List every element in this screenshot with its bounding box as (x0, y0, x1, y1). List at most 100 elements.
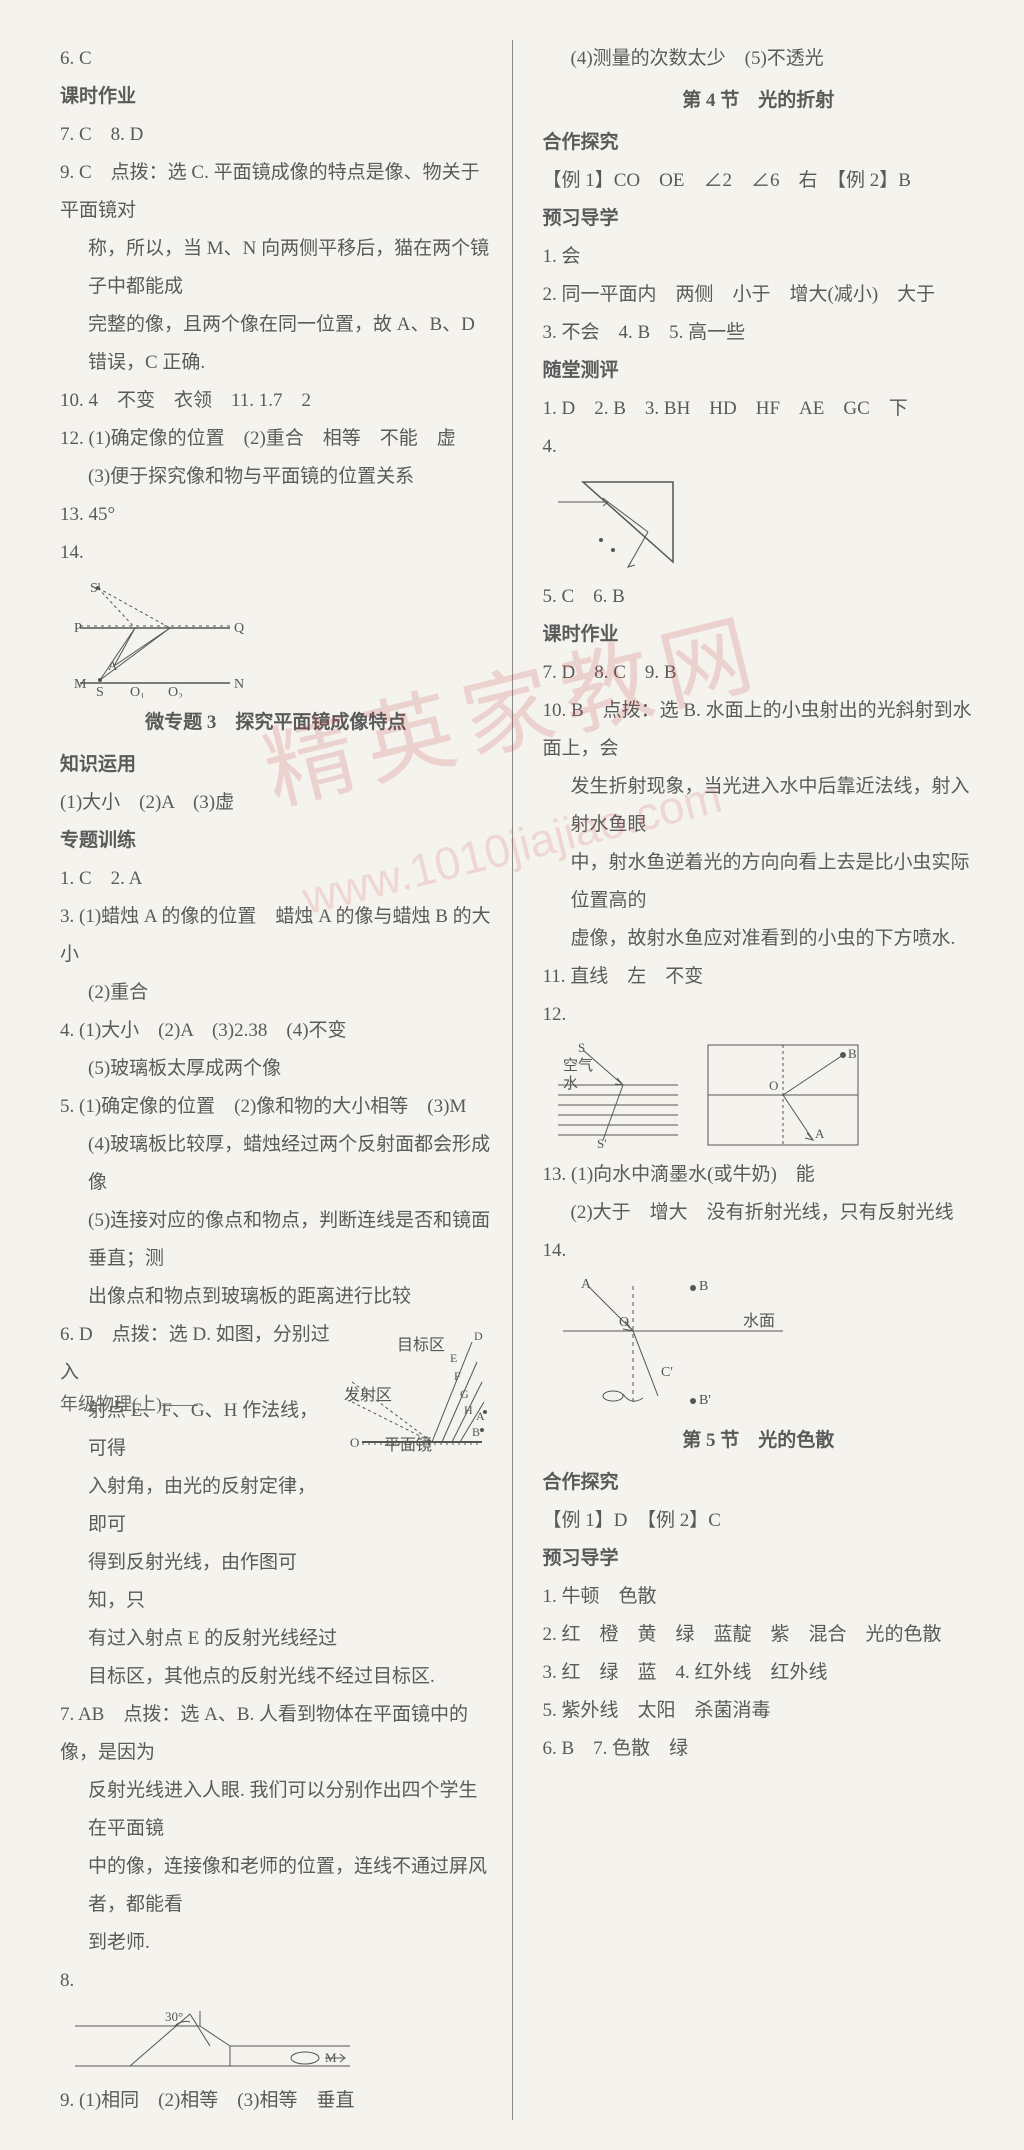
svg-text:N: N (234, 677, 244, 692)
svg-text:S: S (578, 1040, 585, 1055)
svg-text:E: E (450, 1351, 457, 1365)
section-title: 第 4 节 光的折射 (543, 82, 975, 120)
svg-text:O₁: O₁ (130, 685, 145, 698)
answer-line: 7. D 8. C 9. B (543, 654, 975, 692)
answer-line: 到老师. (60, 1924, 492, 1962)
svg-text:A: A (476, 1409, 485, 1423)
svg-text:F: F (454, 1369, 461, 1383)
answer-line: 7. AB 点拨：选 A、B. 人看到物体在平面镜中的像，是因为 (60, 1696, 492, 1772)
answer-line: 3. 红 绿 蓝 4. 红外线 红外线 (543, 1654, 975, 1692)
answer-line: 6. D 点拨：选 D. 如图，分别过入 (60, 1316, 334, 1392)
answer-line: 13. (1)向水中滴墨水(或牛奶) 能 (543, 1156, 975, 1194)
svg-text:O₂: O₂ (168, 685, 183, 698)
answer-line: 出像点和物点到玻璃板的距离进行比较 (60, 1278, 492, 1316)
right-column: (4)测量的次数太少 (5)不透光 第 4 节 光的折射 合作探究 【例 1】C… (513, 40, 975, 2120)
answer-line: 3. 不会 4. B 5. 高一些 (543, 314, 975, 352)
answer-line: 5. C 6. B (543, 578, 975, 616)
answer-line: 完整的像，且两个像在同一位置，故 A、B、D 错误，C 正确. (60, 306, 492, 382)
answer-line: 10. 4 不变 衣领 11. 1.7 2 (60, 382, 492, 420)
heading-kszy: 课时作业 (60, 78, 492, 116)
answer-line: 中，射水鱼逆着光的方向向看上去是比小虫实际位置高的 (543, 844, 975, 920)
diagram-r12: S S' 空气 水 B A O (553, 1040, 975, 1150)
answer-line: 5. 紫外线 太阳 杀菌消毒 (543, 1692, 975, 1730)
answer-line: 3. (1)蜡烛 A 的像的位置 蜡烛 A 的像与蜡烛 B 的大小 (60, 898, 492, 974)
answer-line: 13. 45° (60, 496, 492, 534)
answer-line: 2. 红 橙 黄 绿 蓝靛 紫 混合 光的色散 (543, 1616, 975, 1654)
answer-line: (1)大小 (2)A (3)虚 (60, 784, 492, 822)
answer-line: 虚像，故射水鱼应对准看到的小虫的下方喷水. (543, 920, 975, 958)
answer-line: 目标区，其他点的反射光线不经过目标区. (60, 1658, 492, 1696)
left-column: 6. C 课时作业 7. C 8. D 9. C 点拨：选 C. 平面镜成像的特… (60, 40, 513, 2120)
section-title: 微专题 3 探究平面镜成像特点 (60, 704, 492, 742)
svg-text:S: S (96, 685, 104, 698)
svg-text:H: H (464, 1403, 473, 1417)
answer-line: 7. C 8. D (60, 116, 492, 154)
answer-line: 4. (1)大小 (2)A (3)2.38 (4)不变 (60, 1012, 492, 1050)
heading-zzxl: 专题训练 (60, 822, 492, 860)
answer-line: 有过入射点 E 的反射光线经过 (60, 1620, 492, 1658)
svg-text:M: M (74, 677, 87, 692)
answer-line: 5. (1)确定像的位置 (2)像和物的大小相等 (3)M (60, 1088, 492, 1126)
svg-text:B: B (472, 1425, 480, 1439)
svg-text:O: O (350, 1435, 359, 1450)
heading-hztj: 合作探究 (543, 124, 975, 162)
svg-text:A: A (815, 1126, 825, 1141)
diagram-14: P Q M N S O₁ O₂ S' A (70, 578, 492, 698)
svg-text:B: B (699, 1279, 708, 1294)
answer-line: (2)大于 增大 没有折射光线，只有反射光线 (543, 1194, 975, 1232)
svg-text:O: O (619, 1315, 629, 1330)
answer-label: 14. (60, 534, 492, 572)
answer-line: (4)玻璃板比较厚，蜡烛经过两个反射面都会形成像 (60, 1126, 492, 1202)
answer-line: 【例 1】D 【例 2】C (543, 1502, 975, 1540)
answer-line: 9. (1)相同 (2)相等 (3)相等 垂直 (60, 2082, 492, 2120)
svg-text:P: P (74, 621, 82, 636)
svg-text:空气: 空气 (563, 1057, 593, 1074)
answer-line: (2)重合 (60, 974, 492, 1012)
answer-line: 1. C 2. A (60, 860, 492, 898)
diagram-r14: 水面 A B C' B' O (553, 1276, 975, 1416)
heading-zsyy: 知识运用 (60, 746, 492, 784)
answer-line: 中的像，连接像和老师的位置，连线不通过屏风者，都能看 (60, 1848, 492, 1924)
svg-text:D: D (474, 1329, 483, 1343)
answer-line: 6. B 7. 色散 绿 (543, 1730, 975, 1768)
answer-line: 9. C 点拨：选 C. 平面镜成像的特点是像、物关于平面镜对 (60, 154, 492, 230)
answer-line: 称，所以，当 M、N 向两侧平移后，猫在两个镜子中都能成 (60, 230, 492, 306)
svg-text:Q: Q (234, 621, 244, 636)
diagram-r4 (553, 472, 975, 572)
svg-text:平面镜: 平面镜 (384, 1435, 432, 1452)
diagram-8: 30° M (70, 2006, 492, 2076)
heading-kszy: 课时作业 (543, 616, 975, 654)
answer-line: 得到反射光线，由作图可知，只 (60, 1544, 334, 1620)
diagram-6: O 平面镜 D E F G H A B 目标区 发射区 (342, 1322, 492, 1614)
answer-line: 1. 牛顿 色散 (543, 1578, 975, 1616)
svg-text:C': C' (661, 1365, 673, 1380)
answer-line: 12. (1)确定像的位置 (2)重合 相等 不能 虚 (60, 420, 492, 458)
svg-text:O: O (769, 1078, 778, 1093)
heading-sdcp: 随堂测评 (543, 352, 975, 390)
svg-text:水面: 水面 (743, 1312, 775, 1330)
svg-text:目标区: 目标区 (397, 1336, 445, 1354)
answer-label: 14. (543, 1232, 975, 1270)
answer-label: 4. (543, 428, 975, 466)
answer-label: 8. (60, 1962, 492, 2000)
answer-line: 入射角，由光的反射定律，即可 (60, 1468, 334, 1544)
answer-line: 发生折射现象，当光进入水中后靠近法线，射入射水鱼眼 (543, 768, 975, 844)
svg-text:发射区: 发射区 (344, 1386, 392, 1404)
heading-yxdx: 预习导学 (543, 1540, 975, 1578)
answer-line: 1. 会 (543, 238, 975, 276)
answer-line: 10. B 点拨：选 B. 水面上的小虫射出的光斜射到水面上，会 (543, 692, 975, 768)
item-14-block: 14. (543, 1232, 975, 1270)
answer-line: 6. C (60, 40, 492, 78)
heading-yxdx: 预习导学 (543, 200, 975, 238)
svg-text:B: B (848, 1046, 857, 1061)
svg-text:30°: 30° (165, 2009, 183, 2024)
svg-text:G: G (460, 1387, 469, 1401)
svg-text:S': S' (597, 1136, 607, 1150)
answer-line: (4)测量的次数太少 (5)不透光 (543, 40, 975, 78)
page-footer: 年级物理(上)—— (60, 1390, 198, 1416)
heading-hztj: 合作探究 (543, 1464, 975, 1502)
item-6-block: 6. D 点拨：选 D. 如图，分别过入 射点 E、F、G、H 作法线，可得 入… (60, 1316, 492, 1620)
answer-line: (5)连接对应的像点和物点，判断连线是否和镜面垂直；测 (60, 1202, 492, 1278)
answer-label: 12. (543, 996, 975, 1034)
section-title: 第 5 节 光的色散 (543, 1422, 975, 1460)
